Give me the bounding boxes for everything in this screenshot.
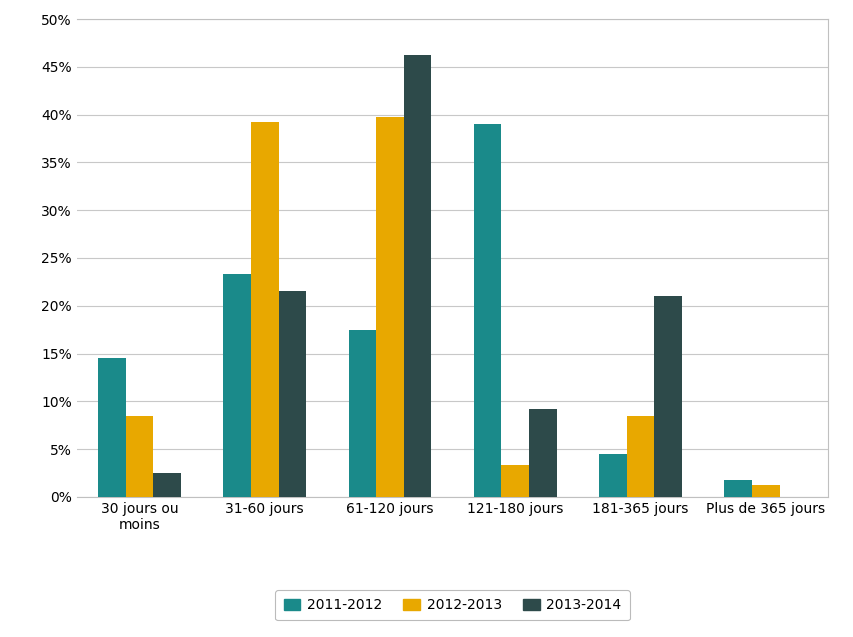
Bar (153, 473, 181, 497)
Bar (223, 275, 251, 497)
Bar (348, 330, 376, 497)
Bar (98, 358, 125, 497)
Bar (626, 416, 653, 497)
Bar (376, 117, 403, 497)
Bar (278, 292, 305, 497)
Bar (653, 296, 681, 497)
Bar (251, 122, 278, 497)
Bar (473, 124, 501, 497)
Bar (723, 480, 751, 497)
Bar (403, 55, 431, 497)
Bar (528, 409, 556, 497)
Bar (599, 454, 626, 497)
Legend: 2011-2012, 2012-2013, 2013-2014: 2011-2012, 2012-2013, 2013-2014 (275, 590, 630, 620)
Bar (751, 485, 779, 497)
Bar (501, 465, 528, 497)
Bar (125, 416, 153, 497)
